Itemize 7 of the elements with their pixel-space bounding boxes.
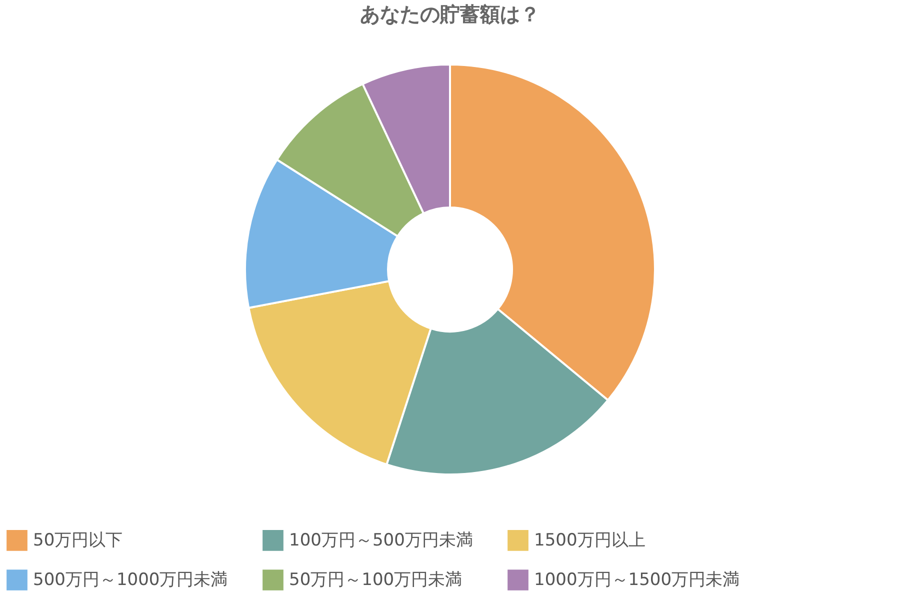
- legend-label: 100万円～500万円未満: [289, 530, 473, 550]
- legend-label: 1000万円～1500万円未満: [534, 570, 740, 590]
- chart-title: あなたの貯蓄額は？: [360, 2, 540, 26]
- legend-label: 500万円～1000万円未満: [33, 570, 228, 590]
- legend-label: 50万円以下: [33, 530, 123, 550]
- legend-label: 1500万円以上: [534, 530, 646, 550]
- legend-label: 50万円～100万円未満: [289, 570, 462, 590]
